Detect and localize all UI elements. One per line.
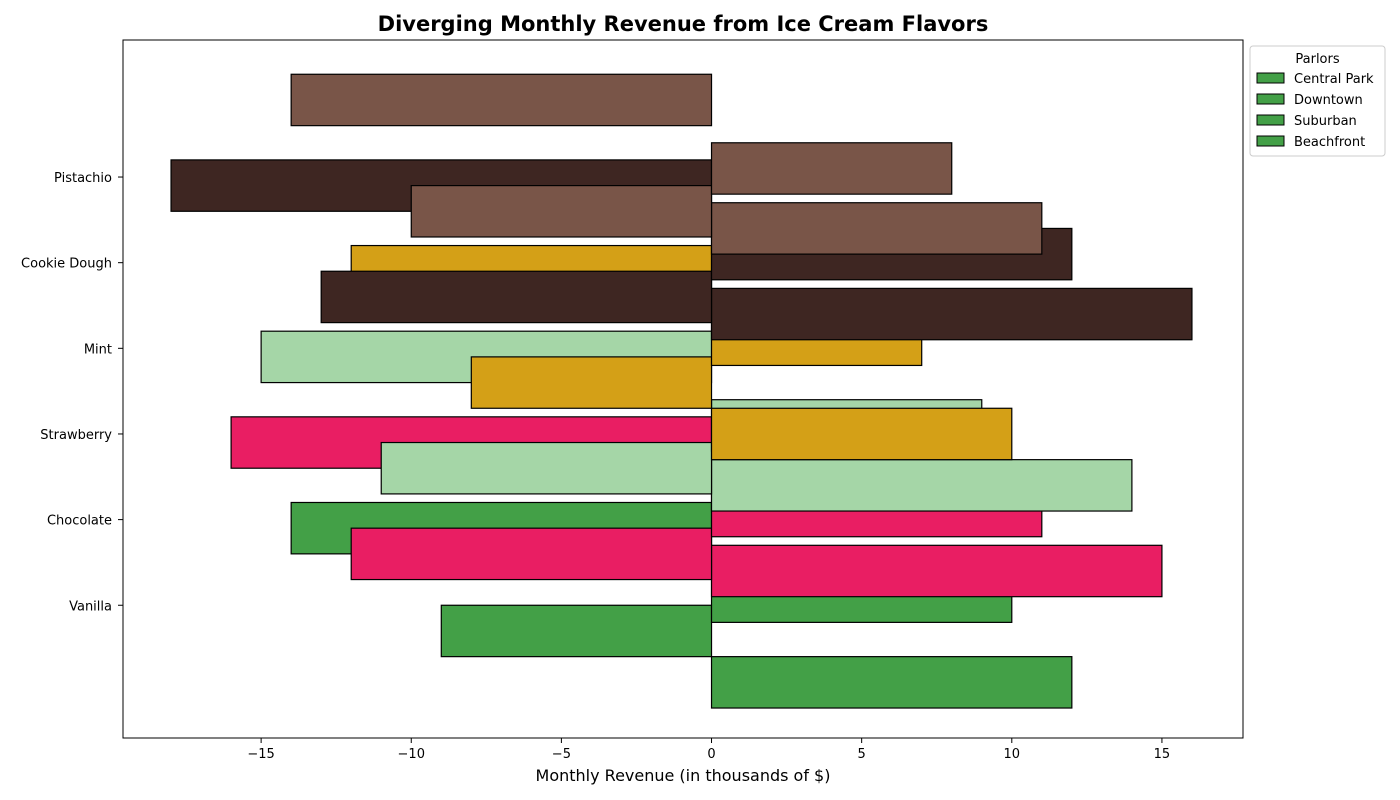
x-tick-label: 0 <box>707 747 715 762</box>
legend-label-central-park: Central Park <box>1294 72 1374 87</box>
x-tick-label: 10 <box>1004 747 1021 762</box>
bar-chocolate-5 <box>350 527 713 581</box>
bar-vanilla-0 <box>710 656 1073 709</box>
y-tick-label-mint: Mint <box>84 342 112 357</box>
legend-label-beachfront: Beachfront <box>1294 135 1365 150</box>
x-tick-label: 5 <box>858 747 866 762</box>
bar-pistachio-22 <box>710 142 953 195</box>
bar-cookie-dough-16 <box>710 287 1193 341</box>
y-tick-label-pistachio: Pistachio <box>54 171 112 186</box>
bar-strawberry-8 <box>710 459 1133 512</box>
x-tick-label: −15 <box>247 747 274 762</box>
legend-swatch-central-park <box>1256 72 1285 84</box>
legend-title: Parlors <box>1295 52 1339 67</box>
y-tick-label-vanilla: Vanilla <box>69 599 112 614</box>
y-axis: Vanilla Chocolate Strawberry Mint Cookie Dou… <box>21 171 123 614</box>
y-tick-label-cookie-dough: Cookie Dough <box>21 257 112 272</box>
bars-layer <box>170 73 1193 709</box>
plot-area-frame <box>122 39 1244 739</box>
legend-label-downtown: Downtown <box>1294 93 1363 108</box>
x-tick-label: −5 <box>552 747 571 762</box>
x-tick-label: −10 <box>398 747 425 762</box>
bar-vanilla-1 <box>440 604 713 658</box>
bar-mint-12 <box>710 407 1013 461</box>
bar-strawberry-9 <box>380 441 713 495</box>
legend[interactable]: Parlors Central Park Downtown Suburban Beach… <box>1249 45 1386 157</box>
bar-cookie-dough-17 <box>320 270 713 324</box>
bar-pistachio-23 <box>290 73 713 127</box>
bar-pistachio-21 <box>410 184 713 238</box>
x-tick-label: 15 <box>1154 747 1171 762</box>
chart-title: Diverging Monthly Revenue from Ice Cream… <box>378 12 989 36</box>
legend-swatch-suburban <box>1256 114 1285 126</box>
legend-label-suburban: Suburban <box>1294 114 1357 129</box>
bar-chocolate-4 <box>710 544 1163 598</box>
bar-mint-13 <box>470 356 713 409</box>
legend-swatch-downtown <box>1256 93 1285 105</box>
x-axis: −15 −10 −5 0 5 10 15 <box>247 738 1170 762</box>
y-tick-label-chocolate: Chocolate <box>47 514 112 529</box>
y-tick-label-strawberry: Strawberry <box>40 428 112 443</box>
bar-pistachio-20 <box>710 202 1043 255</box>
x-axis-title: Monthly Revenue (in thousands of $) <box>536 766 831 785</box>
legend-swatch-beachfront <box>1256 135 1285 147</box>
